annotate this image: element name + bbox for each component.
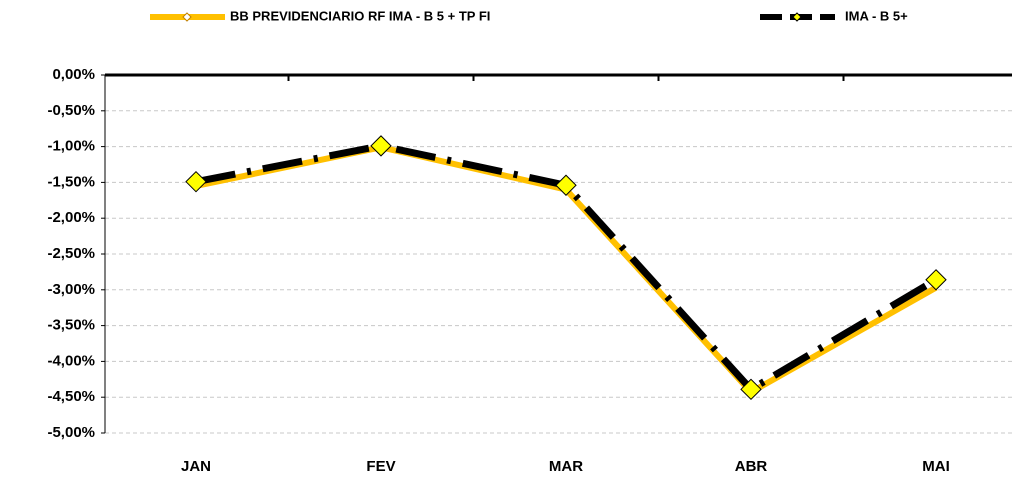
x-tick-label: FEV: [366, 458, 395, 475]
point-marker: [555, 174, 577, 196]
x-tick-label: MAI: [922, 458, 950, 475]
x-tick-label: MAR: [549, 458, 583, 475]
point-marker: [185, 170, 207, 193]
y-tick-label: 0,00%: [52, 66, 95, 83]
y-tick-label: -0,50%: [47, 102, 95, 119]
legend-marker: [182, 12, 192, 22]
x-tick-label: ABR: [735, 458, 768, 475]
y-tick-label: -1,50%: [47, 173, 95, 190]
y-tick-label: -1,00%: [47, 138, 95, 155]
point-marker: [740, 378, 762, 401]
y-tick-label: -2,00%: [47, 209, 95, 226]
x-tick-label: JAN: [181, 458, 211, 475]
y-tick-label: -3,00%: [47, 281, 95, 298]
point-marker: [925, 269, 947, 291]
y-tick-label: -5,00%: [47, 424, 95, 441]
y-tick-label: -4,00%: [47, 352, 95, 369]
y-tick-label: -3,50%: [47, 317, 95, 334]
point-marker: [370, 135, 392, 157]
legend-label: IMA - B 5+: [845, 8, 908, 23]
y-tick-label: -4,50%: [47, 388, 95, 405]
y-tick-label: -2,50%: [47, 245, 95, 262]
legend-marker: [792, 12, 802, 22]
legend-label: BB PREVIDENCIARIO RF IMA - B 5 + TP FI: [230, 8, 490, 23]
